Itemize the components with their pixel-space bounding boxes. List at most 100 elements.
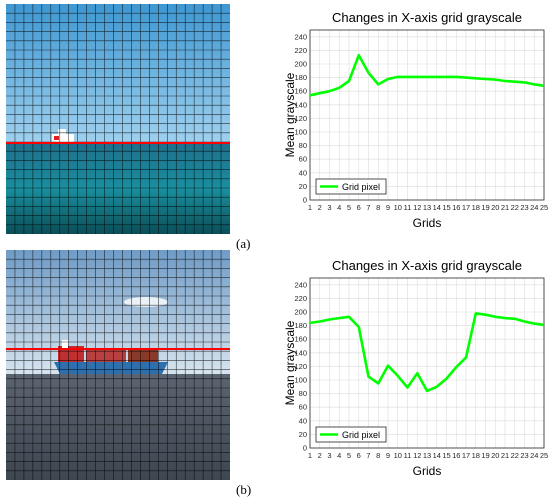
x-tick-label: 15	[442, 203, 450, 212]
y-tick-label: 0	[303, 196, 307, 205]
y-tick-label: 60	[299, 155, 307, 164]
x-tick-label: 10	[394, 451, 402, 460]
y-tick-labels: 0 20 40 60 80 100 120 140 160 180 200 220 240	[294, 32, 307, 204]
y-tick-label: 120	[294, 114, 307, 123]
x-tick-label: 18	[472, 451, 480, 460]
x-tick-labels: 1 2 3 4 5 6 7 8 9 10 11 12 13 14 15 16 17 18 19 20 21 22 23 24 2…	[308, 451, 548, 460]
x-tick-label: 6	[357, 203, 361, 212]
y-tick-label: 220	[294, 294, 307, 303]
container-ship-b	[54, 340, 168, 374]
legend-box	[315, 178, 387, 195]
x-tick-label: 13	[423, 203, 431, 212]
y-tick-label: 240	[294, 32, 307, 41]
x-tick-label: 4	[337, 203, 341, 212]
x-tick-label: 8	[376, 451, 380, 460]
chart-title: Changes in X-axis grid grayscale	[332, 10, 522, 25]
x-axis-label: Grids	[413, 216, 442, 230]
y-axis-label: Mean grayscale	[283, 72, 297, 157]
legend: Grid pixel	[315, 178, 387, 195]
x-tick-label: 23	[520, 451, 528, 460]
series-line-grid-pixel	[309, 53, 545, 97]
axes-box	[309, 29, 545, 201]
y-tick-label: 80	[299, 389, 307, 398]
x-tick-label: 3	[327, 451, 331, 460]
x-tick-label: 4	[337, 451, 341, 460]
x-tick-label: 19	[481, 451, 489, 460]
sea-ship-photo-a	[6, 4, 230, 234]
series-line-grid-pixel	[309, 312, 545, 393]
x-tick-label: 1	[308, 203, 312, 212]
x-tick-label: 23	[520, 203, 528, 212]
y-tick-label: 100	[294, 128, 307, 137]
y-tick-label: 240	[294, 280, 307, 289]
x-tick-label: 22	[511, 451, 519, 460]
x-tick-label: 2	[318, 451, 322, 460]
x-axis-label: Grids	[413, 464, 442, 478]
y-tick-label: 200	[294, 60, 307, 69]
axes-box	[309, 277, 545, 449]
y-tick-label: 40	[299, 416, 307, 425]
x-tick-label: 25	[540, 451, 548, 460]
legend: Grid pixel	[315, 426, 387, 443]
x-tick-label: 2	[318, 203, 322, 212]
panel-label-a: (a)	[236, 236, 251, 251]
x-tick-label: 10	[394, 203, 402, 212]
x-tick-label: 18	[472, 203, 480, 212]
y-tick-label: 20	[299, 182, 307, 191]
ship-a	[52, 129, 74, 142]
x-tick-label: 8	[376, 203, 380, 212]
x-tick-labels: 1 2 3 4 5 6 7 8 9 10 11 12 13 14 15 16 17 18 19 20 21 22 23 24 2…	[308, 203, 548, 212]
y-tick-label: 80	[299, 141, 307, 150]
legend-label: Grid pixel	[342, 182, 380, 192]
x-tick-label: 25	[540, 203, 548, 212]
x-tick-label: 14	[433, 203, 441, 212]
x-tick-label: 17	[462, 451, 470, 460]
x-tick-label: 21	[501, 451, 509, 460]
x-tick-label: 24	[530, 203, 538, 212]
x-tick-label: 12	[413, 451, 421, 460]
sea-ship-photo-b	[6, 250, 230, 480]
legend-box	[315, 426, 387, 443]
y-tick-label: 200	[294, 308, 307, 317]
x-tick-label: 16	[452, 203, 460, 212]
x-tick-label: 9	[386, 203, 390, 212]
x-tick-label: 21	[501, 203, 509, 212]
y-tick-labels: 0 20 40 60 80 100 120 140 160 180 200 220 240	[294, 280, 307, 452]
y-tick-label: 140	[294, 100, 307, 109]
x-tick-label: 19	[481, 203, 489, 212]
x-tick-label: 20	[491, 203, 499, 212]
grid-lines	[309, 30, 545, 201]
x-tick-label: 6	[357, 451, 361, 460]
x-tick-label: 11	[404, 451, 412, 460]
photo-b	[6, 250, 230, 480]
panel-label-b: (b)	[236, 482, 252, 497]
y-tick-label: 180	[294, 73, 307, 82]
x-tick-label: 7	[366, 203, 370, 212]
y-tick-label: 40	[299, 168, 307, 177]
y-tick-label: 0	[303, 444, 307, 453]
grid-lines	[309, 278, 545, 449]
x-tick-label: 1	[308, 451, 312, 460]
y-tick-label: 160	[294, 87, 307, 96]
y-tick-label: 100	[294, 376, 307, 385]
x-tick-label: 13	[423, 451, 431, 460]
x-tick-label: 14	[433, 451, 441, 460]
x-tick-label: 5	[347, 203, 351, 212]
legend-label: Grid pixel	[342, 430, 380, 440]
x-tick-label: 12	[413, 203, 421, 212]
x-tick-label: 5	[347, 451, 351, 460]
x-tick-label: 7	[366, 451, 370, 460]
y-tick-label: 160	[294, 335, 307, 344]
x-tick-label: 17	[462, 203, 470, 212]
photo-a	[6, 4, 230, 234]
x-tick-label: 16	[452, 451, 460, 460]
x-tick-label: 9	[386, 451, 390, 460]
x-tick-label: 20	[491, 451, 499, 460]
y-tick-label: 140	[294, 348, 307, 357]
y-tick-label: 180	[294, 321, 307, 330]
x-tick-label: 15	[442, 451, 450, 460]
